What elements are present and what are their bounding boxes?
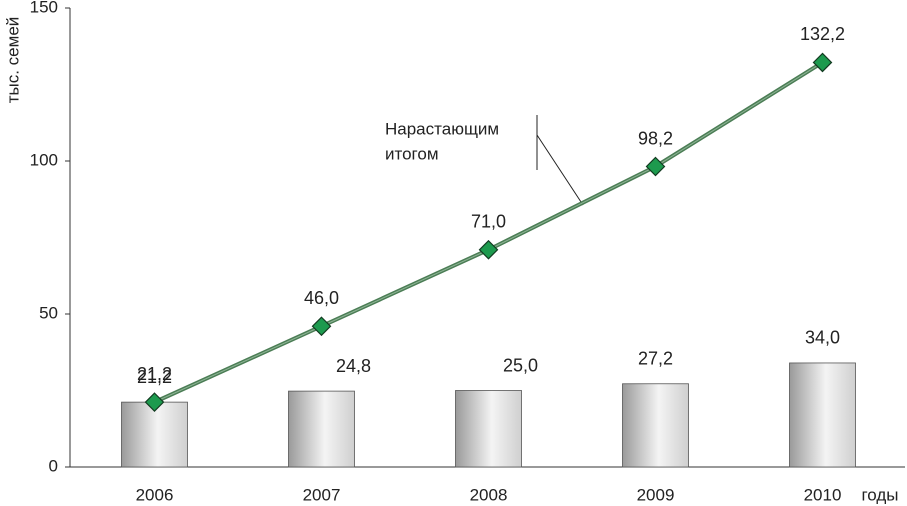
y-tick-label: 50 [39,303,58,322]
bar-value-label: 34,0 [805,328,840,348]
y-tick-label: 150 [30,0,58,16]
bar [622,383,689,468]
marker [478,239,499,260]
bar-value-label: 27,2 [638,349,673,369]
bar-value-label: 24,8 [336,356,371,376]
annotation: итогом [385,144,439,163]
line-value-label: 71,0 [471,211,506,231]
line-value-label: 98,2 [638,128,673,148]
y-tick-label: 100 [30,150,58,169]
bar-value-label: 21,2 [137,367,172,387]
x-tick-label: 2006 [136,485,174,504]
annotation: Нарастающим [385,119,499,138]
x-tick-label: 2008 [470,485,508,504]
bar [121,401,188,468]
line-value-label: 46,0 [304,288,339,308]
y-tick-label: 0 [49,456,58,475]
bar [288,390,355,468]
line-highlight [154,62,823,403]
x-tick-label: 2010 [804,485,842,504]
x-axis-label: годы [861,485,898,504]
x-tick-label: 2007 [303,485,341,504]
annotation-leader [536,134,584,206]
x-tick-label: 2009 [637,485,675,504]
marker [645,156,666,177]
y-axis-label: тыс. семей [3,17,22,104]
marker [311,316,332,337]
marker [812,52,833,73]
line-value-label: 21,2 [137,364,172,384]
line-value-label: 132,2 [800,24,845,44]
marker [144,392,165,412]
bar [789,362,856,468]
bar [455,390,522,468]
bar-value-label: 25,0 [503,355,538,375]
line [153,60,824,404]
